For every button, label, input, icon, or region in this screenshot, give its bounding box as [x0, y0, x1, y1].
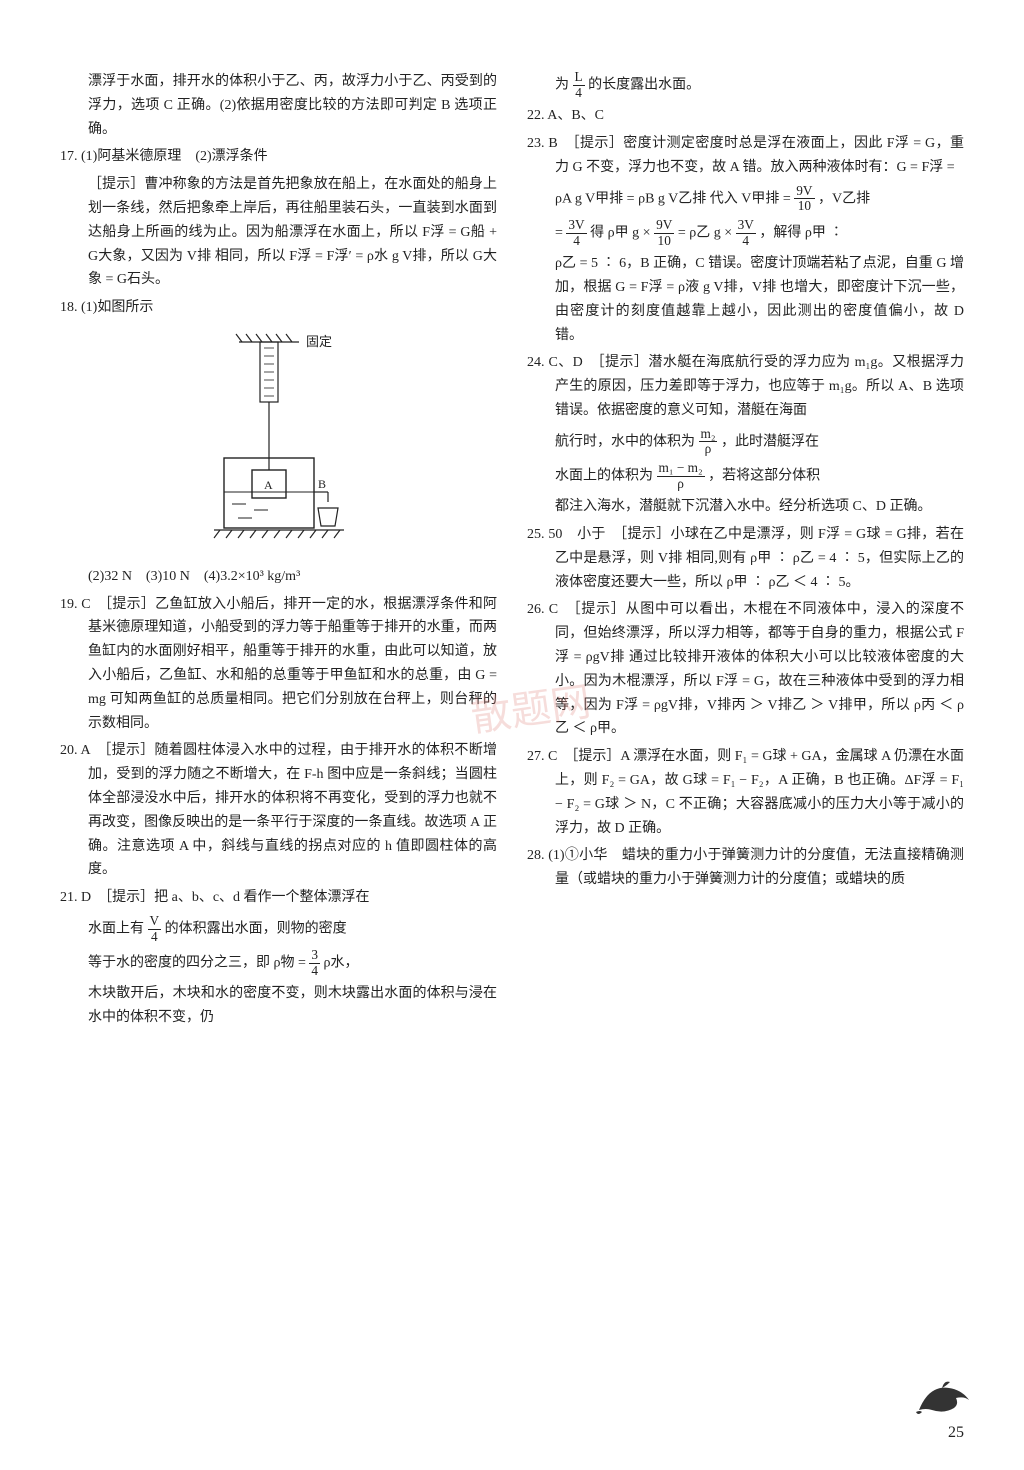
top-b: 的长度露出水面。 [588, 77, 700, 92]
frac-L4: L 4 [573, 70, 585, 100]
fig-label-A: A [264, 478, 273, 492]
q24-a: 24. C、D ［提示］潜水艇在海底航行受的浮力应为 m₁g。又根据浮力产生的原… [527, 351, 964, 422]
q21-b2: 的体积露出水面，则物的密度 [165, 921, 347, 936]
q23-c2: 得 ρ甲 g × [590, 225, 654, 240]
frac-den: 4 [566, 234, 586, 249]
q17-lead: 17. (1)阿基米德原理 (2)漂浮条件 [60, 145, 497, 169]
q18-ans: (2)32 N (3)10 N (4)3.2×10³ kg/m³ [60, 565, 497, 589]
q24-b: 航行时，水中的体积为 m₂ ρ ，此时潜艇浮在 [527, 427, 964, 457]
frac-num: 3V [566, 218, 586, 234]
fig-fixed-label: 固定 [306, 334, 332, 349]
right-column: 为 L 4 的长度露出水面。 22. A、B、C 23. B ［提示］密度计测定… [527, 70, 964, 1430]
frac-den: 10 [794, 199, 814, 214]
q27: 27. C ［提示］A 漂浮在水面，则 F₁ = G球 + GA，金属球 A 仍… [527, 745, 964, 840]
top: 为 L 4 的长度露出水面。 [527, 70, 964, 100]
frac-den: 4 [148, 930, 162, 945]
q21-d: 木块散开后，木块和水的密度不变，则木块露出水面的体积与浸在水中的体积不变，仍 [60, 982, 497, 1030]
frac-num: L [573, 70, 585, 86]
q24-c: 水面上的体积为 m₁ − m₂ ρ ，若将这部分体积 [527, 461, 964, 491]
q24-b2: ，此时潜艇浮在 [721, 434, 819, 449]
frac-den: 4 [736, 234, 756, 249]
dolphin-icon [914, 1370, 974, 1420]
frac-den: 4 [309, 964, 320, 979]
page-number: 25 [948, 1419, 964, 1446]
frac-den: 4 [573, 86, 585, 101]
frac-num: V [148, 914, 162, 930]
frac-num: 9V [654, 218, 674, 234]
q21-c2: ρ水， [324, 956, 359, 971]
top-a: 为 [555, 77, 573, 92]
left-column: 漂浮于水面，排开水的体积小于乙、丙，故浮力小于乙、丙受到的浮力，选项 C 正确。… [60, 70, 497, 1430]
frac-num: 3 [309, 948, 320, 964]
pre-text: 漂浮于水面，排开水的体积小于乙、丙，故浮力小于乙、丙受到的浮力，选项 C 正确。… [60, 70, 497, 141]
frac-9V10: 9V 10 [794, 184, 814, 214]
q26: 26. C ［提示］从图中可以看出，木棍在不同液体中，浸入的深度不同，但始终漂浮… [527, 598, 964, 741]
frac-num: m₂ [699, 427, 718, 443]
frac-num: m₁ − m₂ [657, 461, 705, 477]
q18-figure: 固定 [60, 328, 497, 557]
q22: 22. A、B、C [527, 104, 964, 128]
q25: 25. 50 小于 ［提示］小球在乙中是漂浮，则 F浮 = G球 = G排，若在… [527, 523, 964, 594]
frac-3V4-2: 3V 4 [736, 218, 756, 248]
q24-d: 都注入海水，潜艇就下沉潜入水中。经分析选项 C、D 正确。 [527, 495, 964, 519]
q17-hint: ［提示］曹冲称象的方法是首先把象放在船上，在水面处的船身上划一条线，然后把象牵上… [60, 173, 497, 292]
frac-num: 9V [794, 184, 814, 200]
q21-b: 水面上有 V 4 的体积露出水面，则物的密度 [60, 914, 497, 944]
frac-m1m2rho: m₁ − m₂ ρ [657, 461, 705, 491]
fig-label-B: B [318, 477, 326, 491]
q24-b1: 航行时，水中的体积为 [555, 434, 699, 449]
q23-b: ρA g V甲排 = ρB g V乙排 代入 V甲排 = 9V 10 ，V乙排 [527, 184, 964, 214]
q21-b1: 水面上有 [88, 921, 148, 936]
frac-den: ρ [657, 477, 705, 492]
frac-num: 3V [736, 218, 756, 234]
q18-lead: 18. (1)如图所示 [60, 296, 497, 320]
q23-a: 23. B ［提示］密度计测定密度时总是浮在液面上，因此 F浮 = G，重力 G… [527, 132, 964, 180]
q23-d: ρ乙 = 5 ∶ 6，B 正确，C 错误。密度计顶端若粘了点泥，自重 G 增加，… [527, 252, 964, 347]
q24-c2: ，若将这部分体积 [708, 468, 820, 483]
q23-c: = 3V 4 得 ρ甲 g × 9V 10 = ρ乙 g × 3V 4 ，解得 … [527, 218, 964, 248]
frac-V4: V 4 [148, 914, 162, 944]
q23-b1: ρA g V甲排 = ρB g V乙排 代入 V甲排 = [555, 191, 794, 206]
q23-b2: ，V乙排 [818, 191, 870, 206]
q21-a: 21. D ［提示］把 a、b、c、d 看作一个整体漂浮在 [60, 886, 497, 910]
frac-den: 10 [654, 234, 674, 249]
q28: 28. (1)①小华 蜡块的重力小于弹簧测力计的分度值，无法直接精确测量（或蜡块… [527, 844, 964, 892]
frac-3V4-1: 3V 4 [566, 218, 586, 248]
frac-34: 3 4 [309, 948, 320, 978]
frac-den: ρ [699, 442, 718, 457]
q21-c: 等于水的密度的四分之三，即 ρ物 = 3 4 ρ水， [60, 948, 497, 978]
q19: 19. C ［提示］乙鱼缸放入小船后，排开一定的水，根据漂浮条件和阿基米德原理知… [60, 593, 497, 736]
frac-m2rho: m₂ ρ [699, 427, 718, 457]
frac-9V10-2: 9V 10 [654, 218, 674, 248]
q23-c4: ，解得 ρ甲 ∶ [759, 225, 843, 240]
q23-c3: = ρ乙 g × [678, 225, 736, 240]
q21-c1: 等于水的密度的四分之三，即 ρ物 = [88, 956, 309, 971]
q23-c1: = [555, 225, 566, 240]
q24-c1: 水面上的体积为 [555, 468, 657, 483]
q20: 20. A ［提示］随着圆柱体浸入水中的过程，由于排开水的体积不断增加，受到的浮… [60, 739, 497, 882]
